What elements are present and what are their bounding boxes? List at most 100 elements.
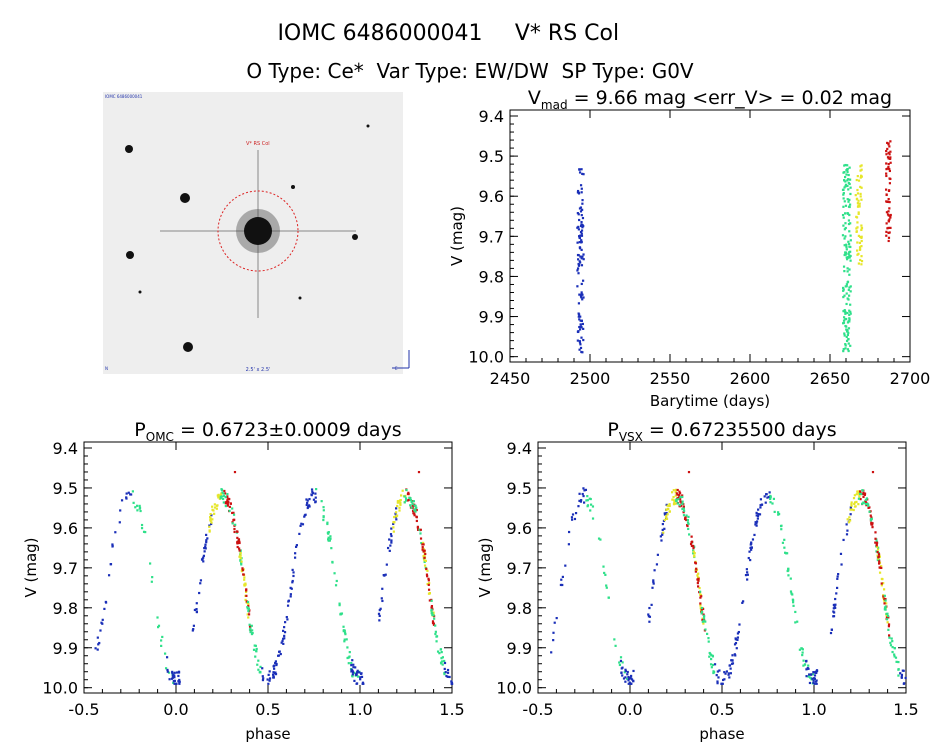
data-point-teal [848,294,851,297]
data-point-blue [395,507,398,510]
data-point-teal [443,659,446,663]
data-point-red [682,511,685,514]
data-point-red [692,547,695,550]
target-circle [217,190,299,272]
data-point-teal [329,537,332,540]
data-point-blue [577,192,581,195]
data-point-teal [334,584,338,587]
data-point-teal [441,660,444,663]
data-point-blue [101,622,104,625]
data-point-yellow [667,507,670,511]
data-point-blue [390,539,393,542]
header-object-id: IOMC 6486000041 [277,21,482,46]
data-point-red [859,490,862,493]
data-point-red [887,220,891,223]
y-tick-label: 9.9 [479,308,504,327]
data-point-teal [423,560,426,564]
data-point-blue [195,608,198,611]
data-point-blue [577,228,580,231]
data-point-blue [720,682,723,685]
data-point-red [228,497,231,501]
data-point-yellow [876,554,879,557]
data-point-blue [805,675,808,678]
data-point-teal [842,348,845,351]
data-point-teal [698,590,702,593]
data-point-blue [351,669,354,673]
data-point-red [865,504,868,507]
data-point-blue [578,341,582,344]
data-point-teal [405,488,408,492]
data-point-red [226,503,229,506]
data-point-teal [588,497,591,500]
data-point-red [888,201,891,204]
chart-title-subscript: VSX [619,430,643,444]
data-point-teal [618,661,621,664]
data-point-teal [862,501,865,504]
thumbnail-top-left-label: IOMC 6486000041 [105,94,143,99]
data-point-blue [355,682,359,685]
data-point-teal [710,657,713,661]
data-point-teal [418,528,421,531]
data-point-teal [708,651,711,655]
data-point-blue [580,214,583,217]
data-point-yellow [392,521,395,524]
data-point-yellow [856,192,860,195]
data-point-blue [287,600,290,603]
data-point-teal [783,546,786,549]
data-point-teal [842,224,845,227]
data-point-teal [849,186,852,189]
data-point-teal [846,328,849,332]
data-point-blue [292,574,295,578]
data-point-yellow [698,586,701,590]
data-point-teal [864,502,867,506]
y-tick-label: 9.8 [53,599,78,618]
data-point-red [702,613,705,616]
data-point-teal [781,541,785,544]
data-point-teal [843,179,846,182]
data-point-red [889,140,892,143]
data-point-blue [199,579,203,582]
data-point-teal [846,270,849,273]
data-point-blue [273,667,276,670]
data-point-blue [261,667,264,670]
data-point-teal [167,671,171,674]
data-point-teal [794,610,797,614]
data-point-teal [877,551,880,555]
data-point-yellow [860,186,863,189]
data-point-teal [589,509,592,512]
data-point-blue [582,253,585,256]
data-point-teal [704,620,707,623]
data-point-blue [294,552,297,555]
data-point-blue [379,607,382,610]
data-point-teal [682,509,686,512]
data-point-yellow [672,503,676,506]
data-point-blue [559,583,563,587]
data-point-teal [846,198,849,201]
data-point-teal [846,179,849,182]
data-point-teal [440,651,443,654]
data-point-teal [776,511,780,514]
data-point-red [686,523,689,527]
data-point-teal [889,644,893,647]
data-point-red [889,226,892,229]
data-point-teal [131,490,134,493]
data-point-blue [303,515,306,518]
data-point-teal [252,648,256,651]
y-axis-label: V (mag) [448,206,466,266]
data-point-blue [716,682,719,685]
data-point-blue [352,666,355,669]
data-point-teal [702,614,706,617]
data-point-yellow [668,510,671,513]
data-point-blue [815,671,818,674]
data-point-yellow [885,615,888,618]
data-point-red [676,493,679,496]
data-point-yellow [857,212,860,215]
data-point-blue [581,172,584,175]
data-point-yellow [673,499,676,502]
data-point-teal [897,660,900,664]
data-point-teal [441,656,444,659]
data-point-red [245,594,248,597]
data-point-teal [597,537,601,540]
data-point-teal [845,173,848,176]
